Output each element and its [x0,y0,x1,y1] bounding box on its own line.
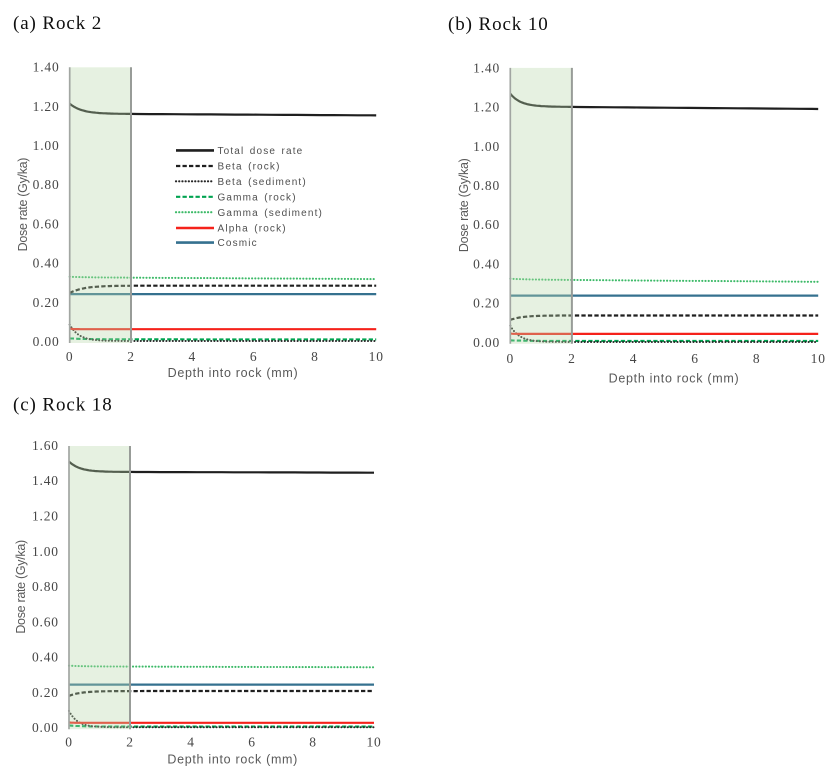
svg-text:1.20: 1.20 [32,509,59,524]
svg-text:0.00: 0.00 [473,335,500,350]
svg-text:4: 4 [630,351,638,366]
svg-text:Dose rate (Gy/ka): Dose rate (Gy/ka) [14,540,28,634]
svg-text:(c) Rock 18: (c) Rock 18 [13,395,113,416]
svg-text:6: 6 [250,349,258,364]
svg-text:1.00: 1.00 [32,544,59,559]
svg-text:0.60: 0.60 [473,217,500,232]
svg-text:6: 6 [691,351,699,366]
svg-text:1.60: 1.60 [32,438,59,453]
svg-text:(b) Rock 10: (b) Rock 10 [448,14,549,35]
svg-text:2: 2 [126,734,134,749]
svg-text:0.20: 0.20 [473,296,500,311]
svg-text:1.00: 1.00 [33,138,60,153]
svg-text:Depth into rock (mm): Depth into rock (mm) [167,753,298,767]
svg-text:0.60: 0.60 [33,216,60,231]
svg-text:4: 4 [189,349,197,364]
svg-text:Total dose rate: Total dose rate [218,146,304,157]
svg-text:Depth into rock (mm): Depth into rock (mm) [168,366,299,380]
svg-text:10: 10 [366,734,381,749]
svg-text:8: 8 [311,349,319,364]
svg-text:1.20: 1.20 [473,100,500,115]
svg-text:2: 2 [568,351,576,366]
svg-text:0: 0 [65,734,73,749]
svg-text:Dose rate (Gy/ka): Dose rate (Gy/ka) [16,158,30,252]
svg-text:0.20: 0.20 [33,295,60,310]
svg-text:6: 6 [248,734,256,749]
svg-text:0: 0 [66,349,74,364]
svg-text:0.00: 0.00 [33,334,60,349]
svg-text:8: 8 [753,351,761,366]
svg-text:0: 0 [507,351,515,366]
svg-text:0.80: 0.80 [33,177,60,192]
svg-text:1.40: 1.40 [32,473,59,488]
svg-text:1.20: 1.20 [33,99,60,114]
svg-text:0.80: 0.80 [473,178,500,193]
svg-text:10: 10 [811,351,826,366]
svg-text:0.00: 0.00 [32,720,59,735]
svg-text:2: 2 [127,349,135,364]
svg-text:Dose rate (Gy/ka): Dose rate (Gy/ka) [457,158,471,252]
svg-text:8: 8 [309,734,317,749]
svg-text:0.20: 0.20 [32,685,59,700]
svg-text:0.40: 0.40 [473,256,500,271]
svg-text:Depth into rock (mm): Depth into rock (mm) [609,372,740,386]
svg-text:10: 10 [369,349,384,364]
svg-text:1.00: 1.00 [473,139,500,154]
svg-text:0.60: 0.60 [32,614,59,629]
svg-text:0.40: 0.40 [32,650,59,665]
svg-text:1.40: 1.40 [33,60,60,75]
svg-text:0.80: 0.80 [32,579,59,594]
svg-text:1.40: 1.40 [473,60,500,75]
svg-text:4: 4 [187,734,195,749]
svg-text:(a) Rock 2: (a) Rock 2 [13,13,102,34]
svg-text:Gamma (sediment): Gamma (sediment) [218,208,323,219]
svg-text:0.40: 0.40 [33,256,60,271]
svg-text:Alpha (rock): Alpha (rock) [218,224,287,235]
svg-text:Cosmic: Cosmic [218,238,258,249]
svg-text:Beta (rock): Beta (rock) [218,162,281,173]
svg-text:Beta (sediment): Beta (sediment) [218,177,307,188]
svg-text:Gamma (rock): Gamma (rock) [218,192,297,203]
